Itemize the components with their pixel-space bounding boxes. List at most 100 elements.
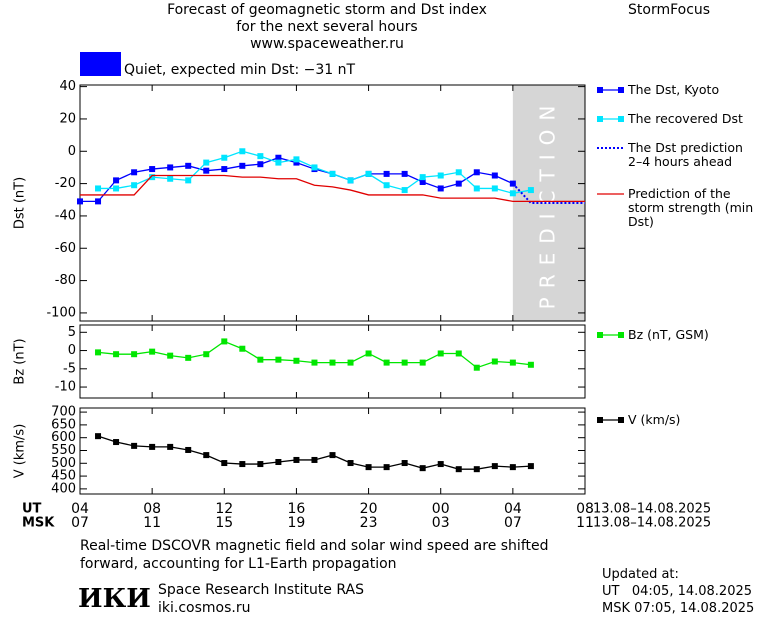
data-point — [113, 185, 120, 192]
legend-label: Bz (nT, GSM) — [628, 327, 709, 342]
data-point — [401, 187, 408, 194]
data-point — [419, 174, 426, 181]
data-point — [347, 460, 354, 467]
data-point — [293, 156, 300, 163]
data-point — [275, 154, 282, 161]
x-tick-label-msk: 11 — [143, 515, 161, 531]
data-point — [221, 338, 228, 345]
y-axis-label: V (km/s) — [13, 424, 28, 479]
status-text: Quiet, expected min Dst: −31 nT — [124, 62, 356, 78]
data-point — [401, 359, 408, 366]
y-tick-label: 700 — [51, 405, 76, 420]
data-point — [293, 456, 300, 463]
data-point — [113, 177, 120, 184]
data-point — [455, 180, 462, 187]
data-point — [455, 169, 462, 176]
data-point — [383, 170, 390, 177]
data-point — [275, 356, 282, 363]
x-tick-label: 00 — [432, 501, 450, 517]
status-indicator — [80, 52, 121, 76]
data-point — [383, 464, 390, 471]
y-tick-label: 5 — [68, 325, 76, 340]
title-line: www.spaceweather.ru — [250, 36, 404, 52]
x-tick-label-msk: 07 — [71, 515, 89, 531]
data-point — [473, 185, 480, 192]
data-point — [167, 443, 174, 450]
data-point — [185, 177, 192, 184]
data-point — [473, 364, 480, 371]
data-point — [383, 182, 390, 189]
data-point — [275, 159, 282, 166]
legend-marker — [618, 116, 624, 122]
data-point — [149, 348, 156, 355]
date-range: 13.08–14.08.2025 — [593, 516, 711, 531]
data-point — [293, 159, 300, 166]
legend-label: The Dst prediction 2–4 hours ahead — [628, 140, 743, 169]
series-line — [97, 435, 531, 470]
data-point — [221, 166, 228, 173]
x-tick-label: 12 — [215, 501, 233, 517]
data-point — [419, 465, 426, 472]
data-point — [527, 361, 534, 368]
date-range: 13.08–14.08.2025 — [593, 502, 711, 517]
data-point — [113, 439, 120, 446]
data-point — [221, 154, 228, 161]
y-axis-label: Bz (nT) — [13, 338, 28, 384]
title-line: for the next several hours — [236, 19, 418, 35]
data-point — [149, 174, 156, 181]
data-point — [527, 187, 534, 194]
series-line — [80, 174, 585, 203]
y-tick-label: 0 — [68, 343, 76, 358]
data-point — [257, 461, 264, 468]
data-point — [185, 162, 192, 169]
data-point — [203, 159, 210, 166]
data-point — [527, 463, 534, 470]
data-point — [257, 153, 264, 160]
y-tick-label: 40 — [59, 79, 76, 94]
x-tick-label-msk: 15 — [215, 515, 233, 531]
data-point — [401, 170, 408, 177]
data-point — [167, 175, 174, 182]
data-point — [491, 185, 498, 192]
legend-label: Prediction of the storm strength (min Ds… — [628, 186, 754, 229]
org-url[interactable]: iki.cosmos.ru — [158, 600, 251, 616]
data-point — [185, 446, 192, 453]
data-point — [167, 164, 174, 171]
y-tick-label: 600 — [51, 430, 76, 445]
data-point — [419, 359, 426, 366]
series-line — [98, 150, 532, 194]
data-point — [329, 452, 336, 459]
data-point — [455, 466, 462, 473]
data-point — [95, 185, 102, 192]
data-point — [509, 464, 516, 471]
data-point — [365, 350, 372, 357]
data-point — [149, 443, 156, 450]
y-tick-label: 20 — [59, 111, 76, 126]
data-point — [419, 178, 426, 185]
data-point — [329, 170, 336, 177]
x-tick-label: 08 — [576, 501, 594, 517]
y-tick-label: -10 — [55, 380, 76, 395]
legend-marker — [618, 332, 624, 338]
data-point — [509, 359, 516, 366]
data-point — [239, 148, 246, 155]
data-point — [221, 460, 228, 467]
y-tick-label: 400 — [51, 481, 76, 496]
data-point — [347, 177, 354, 184]
data-point — [149, 166, 156, 173]
x-axis-label: UT — [22, 502, 42, 517]
note-line: Real-time DSCOVR magnetic field and sola… — [80, 538, 549, 554]
data-point — [365, 464, 372, 471]
x-tick-label-msk: 03 — [432, 515, 450, 531]
data-point — [257, 161, 264, 168]
updated-msk: MSK 07:05, 14.08.2025 — [602, 601, 755, 616]
x-tick-label: 04 — [71, 501, 89, 517]
legend-marker — [597, 87, 603, 93]
updated-label: Updated at: — [602, 567, 679, 582]
title-line: Forecast of geomagnetic storm and Dst in… — [167, 2, 487, 18]
data-point — [131, 182, 138, 189]
data-point — [239, 162, 246, 169]
x-tick-label-msk: 11 — [576, 515, 594, 531]
data-point — [293, 357, 300, 364]
